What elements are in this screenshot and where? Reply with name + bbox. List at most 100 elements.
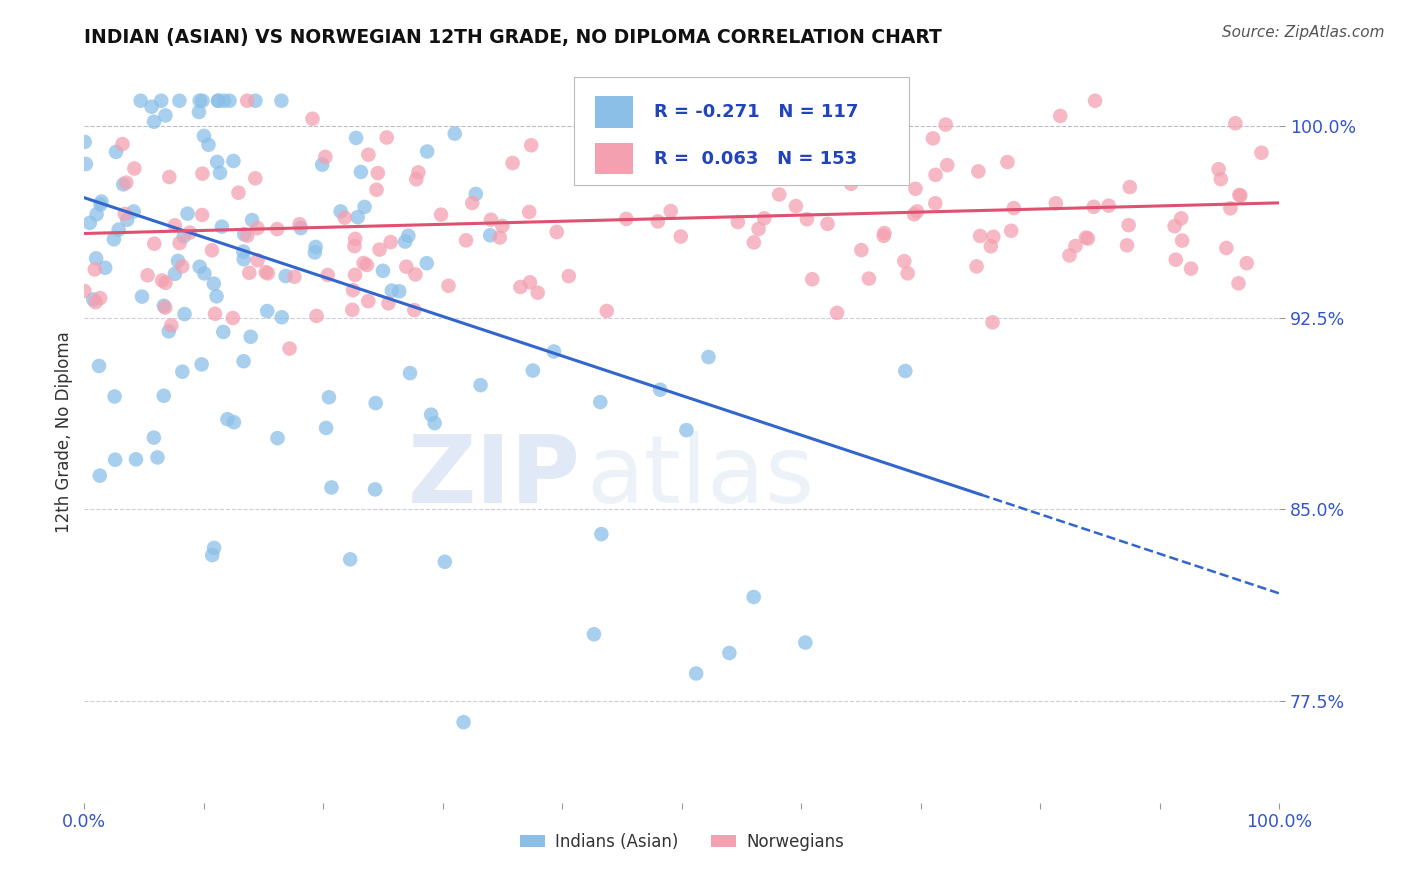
Point	[167, 254, 190, 268]
Point	[981, 315, 1004, 329]
Point	[839, 177, 862, 191]
Point	[179, 226, 201, 240]
Point	[517, 205, 540, 219]
Point	[339, 552, 361, 566]
Point	[270, 310, 292, 325]
Point	[754, 211, 776, 226]
Point	[238, 266, 260, 280]
Point	[685, 666, 707, 681]
Point	[966, 260, 988, 274]
Point	[283, 269, 305, 284]
Point	[443, 127, 465, 141]
Point	[558, 269, 581, 284]
Point	[405, 172, 427, 186]
Point	[416, 256, 439, 270]
Point	[1059, 248, 1081, 262]
Text: ZIP: ZIP	[408, 431, 581, 523]
Point	[1164, 252, 1187, 267]
Point	[343, 239, 366, 253]
Point	[747, 155, 769, 169]
Point	[201, 244, 224, 258]
Point	[886, 136, 908, 150]
Point	[1227, 188, 1250, 202]
Point	[90, 194, 112, 209]
Point	[1163, 219, 1185, 234]
Point	[1227, 277, 1250, 291]
Point	[768, 187, 790, 202]
Point	[207, 94, 229, 108]
Point	[131, 290, 153, 304]
Point	[173, 229, 195, 244]
Point	[423, 416, 446, 430]
Point	[236, 228, 259, 243]
Point	[453, 715, 475, 730]
Point	[304, 240, 326, 254]
Point	[163, 219, 186, 233]
Point	[160, 318, 183, 333]
Point	[420, 408, 443, 422]
Point	[981, 229, 1004, 244]
Point	[904, 182, 927, 196]
Point	[208, 166, 231, 180]
Point	[290, 221, 312, 235]
Point	[1098, 199, 1121, 213]
Point	[73, 284, 96, 298]
Point	[146, 450, 169, 465]
Point	[1208, 162, 1230, 177]
Point	[82, 293, 104, 307]
Point	[479, 212, 502, 227]
Point	[305, 309, 328, 323]
Point	[1180, 261, 1202, 276]
Point	[364, 396, 387, 410]
Point	[318, 390, 340, 404]
Point	[212, 325, 235, 339]
Point	[204, 307, 226, 321]
Point	[1064, 239, 1087, 253]
Point	[301, 112, 323, 126]
Point	[79, 216, 101, 230]
Point	[344, 232, 367, 246]
Point	[614, 138, 637, 153]
Point	[350, 165, 373, 179]
Point	[155, 108, 177, 122]
Point	[969, 229, 991, 244]
Point	[924, 196, 946, 211]
Point	[720, 163, 742, 178]
Point	[125, 452, 148, 467]
Point	[112, 178, 135, 192]
Point	[375, 130, 398, 145]
Point	[669, 229, 692, 244]
Point	[1119, 180, 1142, 194]
Point	[254, 265, 277, 279]
Point	[738, 158, 761, 172]
Point	[897, 266, 920, 280]
Point	[136, 268, 159, 283]
Point	[333, 211, 356, 225]
Point	[1045, 196, 1067, 211]
Point	[232, 244, 254, 259]
Point	[89, 291, 111, 305]
Legend: Indians (Asian), Norwegians: Indians (Asian), Norwegians	[513, 826, 851, 857]
Point	[173, 307, 195, 321]
Point	[1083, 200, 1105, 214]
Point	[353, 256, 375, 270]
Bar	[595, 143, 633, 174]
Point	[1077, 231, 1099, 245]
Point	[368, 243, 391, 257]
Point	[437, 278, 460, 293]
Point	[682, 153, 704, 167]
Point	[366, 183, 388, 197]
Point	[416, 145, 439, 159]
Point	[104, 389, 127, 403]
Point	[742, 590, 765, 604]
Point	[380, 235, 402, 249]
Point	[381, 284, 404, 298]
Point	[344, 131, 367, 145]
Point	[191, 167, 214, 181]
Point	[169, 235, 191, 250]
Point	[240, 213, 263, 227]
Point	[1118, 218, 1140, 232]
Point	[894, 364, 917, 378]
Point	[364, 483, 387, 497]
Point	[817, 217, 839, 231]
